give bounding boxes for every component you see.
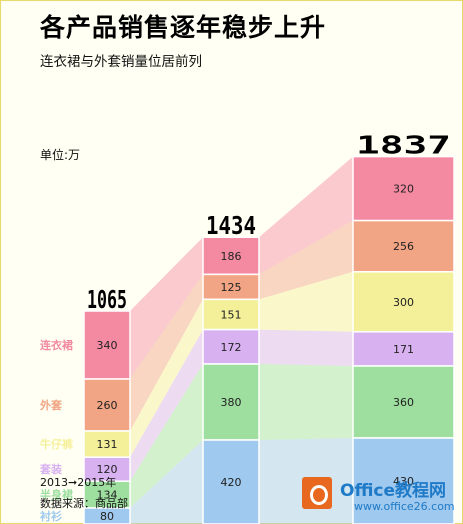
bar-segment	[83, 430, 131, 458]
connector-band	[130, 440, 203, 524]
logo-url: www.office26.com	[354, 500, 455, 513]
column-total-label: 1065	[87, 285, 127, 314]
connector-band	[259, 220, 353, 300]
segment-value-label: 134	[97, 489, 118, 502]
connector-band	[259, 329, 353, 366]
segment-value-label: 420	[221, 476, 242, 489]
connector-band	[259, 364, 353, 440]
year-range-note: 2013➞2015年	[40, 476, 117, 489]
bar-segment	[202, 273, 260, 301]
connector-band	[130, 274, 203, 431]
segment-value-label: 320	[393, 183, 414, 196]
bar-segment	[83, 456, 131, 482]
bar-segment	[83, 310, 131, 380]
column-total-label: 1434	[206, 211, 256, 240]
connector-band	[259, 271, 353, 332]
bar-segment	[202, 298, 260, 331]
unit-label: 单位:万	[40, 148, 81, 162]
bar-segment	[202, 363, 260, 441]
segment-value-label: 120	[97, 463, 118, 476]
bar-segment	[202, 236, 260, 276]
series-label: 牛仔裤	[40, 437, 73, 451]
segment-value-label: 171	[393, 343, 414, 356]
segment-value-label: 125	[221, 281, 242, 294]
segment-value-label: 430	[393, 475, 414, 488]
series-label: 套装	[40, 462, 62, 476]
segment-value-label: 131	[97, 438, 118, 451]
segment-value-label: 186	[221, 250, 242, 263]
bar-segment	[352, 271, 455, 333]
chart-subtitle: 连衣裙与外套销量位居前列	[40, 54, 202, 70]
series-label: 连衣裙	[40, 338, 73, 352]
segment-value-label: 360	[393, 396, 414, 409]
segment-value-label: 80	[100, 510, 114, 523]
data-source-note: 数据来源：商品部	[40, 497, 128, 510]
office-icon	[302, 477, 332, 509]
segment-value-label: 260	[97, 399, 118, 412]
bar-segment	[352, 155, 455, 222]
column-total-label: 1837	[356, 131, 451, 160]
connector-band	[259, 156, 353, 275]
series-label: 衬衫	[40, 509, 62, 523]
series-label: 外套	[39, 398, 63, 412]
bar-segment	[352, 437, 455, 524]
segment-value-label: 172	[221, 341, 242, 354]
bar-segment	[202, 439, 260, 524]
connector-bands	[130, 156, 353, 524]
office-logo: Office教程网 www.office26.com	[300, 474, 463, 524]
chart-title: 各产品销售逐年稳步上升	[40, 13, 327, 42]
segment-value-label: 256	[393, 240, 414, 253]
connector-band	[130, 237, 203, 379]
connector-band	[130, 299, 203, 458]
segment-value-label: 300	[393, 296, 414, 309]
bar-segment	[83, 507, 131, 524]
segment-value-label: 151	[221, 309, 242, 322]
segment-value-label: 340	[97, 339, 118, 352]
connector-band	[130, 364, 203, 508]
bar-segment	[83, 480, 131, 509]
series-label: 半身裙	[40, 488, 73, 502]
bar-segment	[202, 328, 260, 365]
logo-name: Office教程网	[340, 481, 447, 501]
segment-value-label: 380	[221, 396, 242, 409]
connector-band	[130, 329, 203, 482]
bar-segment	[352, 331, 455, 367]
bar-segment	[352, 365, 455, 439]
bar-segment	[83, 378, 131, 432]
